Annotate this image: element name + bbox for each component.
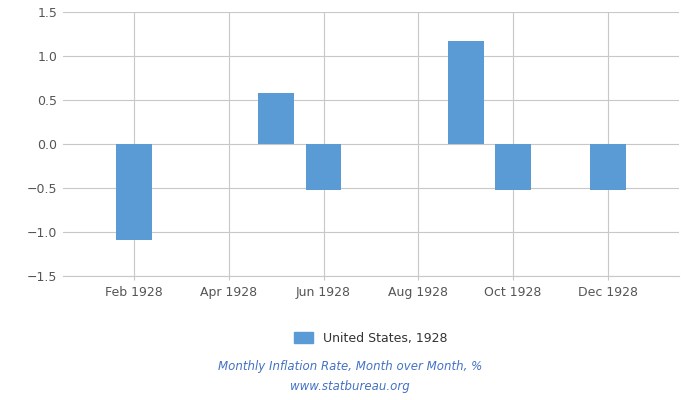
Bar [448, 41, 484, 144]
Bar [590, 144, 626, 190]
Text: www.statbureau.org: www.statbureau.org [290, 380, 410, 393]
Bar [116, 144, 152, 240]
Bar [306, 144, 342, 190]
Bar [496, 144, 531, 190]
Legend: United States, 1928: United States, 1928 [289, 327, 453, 350]
Bar [258, 93, 294, 144]
Text: Monthly Inflation Rate, Month over Month, %: Monthly Inflation Rate, Month over Month… [218, 360, 482, 373]
